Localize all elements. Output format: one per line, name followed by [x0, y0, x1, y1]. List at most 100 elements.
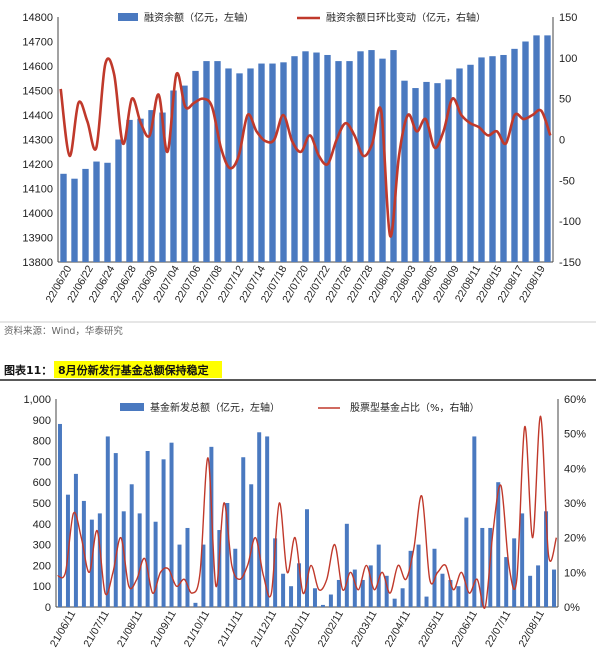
bar: [265, 436, 270, 607]
x-tick-label: 21/10/11: [182, 608, 213, 649]
bar: [489, 56, 496, 263]
left-y-tick-label: 14200: [22, 159, 53, 171]
right-y-tick-label: 50: [559, 94, 571, 106]
bar: [169, 442, 174, 607]
bar: [480, 527, 485, 607]
left-y-tick-label: 400: [33, 519, 51, 531]
left-y-tick-label: 13900: [22, 233, 53, 245]
bar: [401, 80, 408, 262]
right-y-tick-label: -150: [559, 257, 581, 269]
bar: [201, 544, 206, 607]
bar: [249, 484, 254, 607]
bar: [408, 550, 413, 607]
right-y-tick-labels: -150 -100 -50 0 50 100 150: [559, 12, 581, 269]
bar: [185, 527, 190, 607]
right-y-tick-label: 150: [559, 12, 577, 24]
legend-swatch-bar: [118, 13, 138, 21]
bar: [320, 604, 325, 607]
bar: [137, 118, 144, 262]
daily-change-line: [59, 57, 552, 238]
bar: [170, 90, 177, 262]
x-tick-label: 21/08/11: [115, 608, 146, 649]
bar: [289, 586, 294, 607]
bar: [416, 544, 421, 607]
bar: [544, 35, 551, 262]
left-y-tick-label: 14100: [22, 184, 53, 196]
bar: [392, 598, 397, 607]
x-tick-label: 22/08/11: [516, 608, 547, 649]
x-tick-label: 21/09/11: [148, 608, 179, 649]
bar: [281, 573, 286, 607]
right-y-tick-label: -50: [559, 175, 575, 187]
bar: [241, 457, 246, 607]
x-tick-label: 21/12/11: [249, 608, 280, 649]
left-y-tick-label: 100: [33, 581, 51, 593]
figure-title: 8月份新发行基金总额保持稳定: [58, 363, 209, 377]
bar: [478, 57, 485, 262]
right-y-tick-label: 10%: [564, 567, 586, 579]
left-y-tick-label: 300: [33, 540, 51, 552]
right-y-tick-label: 30%: [564, 498, 586, 510]
bar: [533, 35, 540, 262]
right-y-tick-label: -100: [559, 216, 581, 228]
bar: [93, 161, 100, 262]
margin-balance-chart: 13800 13900 14000 14100 14200 14300 14400 14500…: [22, 11, 581, 305]
bar: [500, 54, 507, 262]
bar: [148, 110, 155, 262]
bar: [126, 119, 133, 263]
bar: [313, 52, 320, 263]
bar: [368, 565, 373, 607]
left-y-tick-label: 800: [33, 436, 51, 448]
bar: [357, 51, 364, 262]
bar: [302, 51, 309, 262]
bar: [368, 50, 375, 263]
x-tick-label: 21/06/11: [48, 608, 79, 649]
bar: [71, 178, 78, 262]
bar: [137, 513, 142, 607]
bar: [390, 50, 397, 263]
bar: [352, 569, 357, 607]
margin-balance-bars: [60, 35, 551, 263]
chart-legend: 融资余额（亿元，左轴） 融资余额日环比变动（亿元，右轴）: [118, 11, 486, 24]
bar: [504, 557, 509, 607]
bar: [456, 586, 461, 607]
bar: [269, 63, 276, 262]
x-tick-labels: 21/06/11 21/07/11 21/08/11 21/09/11 21/10/11…: [48, 608, 547, 649]
bar: [236, 73, 243, 262]
left-y-tick-label: 1,000: [23, 394, 51, 406]
right-y-tick-label: 0%: [564, 602, 580, 614]
bar: [73, 473, 78, 607]
bar: [273, 538, 278, 607]
x-tick-label: 22/03/11: [349, 608, 380, 649]
bar: [464, 517, 469, 607]
left-y-tick-label: 500: [33, 498, 51, 510]
legend-label-bar: 基金新发总额（亿元，左轴）: [150, 401, 280, 414]
bar: [297, 563, 302, 607]
new-fund-issuance-chart: 0 100 200 300 400 500 600 700 800 900 1,000 0% 10% 2…: [23, 394, 586, 649]
x-tick-label: 22/04/11: [383, 608, 414, 649]
right-y-tick-label: 20%: [564, 533, 586, 545]
bar: [412, 88, 419, 262]
bar: [217, 530, 222, 607]
figure-label: 图表11：: [4, 363, 52, 377]
bar: [512, 538, 517, 607]
bar: [153, 521, 158, 607]
bar: [291, 56, 298, 263]
bar: [258, 63, 265, 262]
legend-label-line: 融资余额日环比变动（亿元，右轴）: [326, 11, 486, 24]
bar: [57, 423, 62, 607]
left-y-tick-label: 14500: [22, 86, 53, 98]
bar: [181, 85, 188, 262]
left-y-tick-label: 700: [33, 456, 51, 468]
left-y-tick-label: 14000: [22, 208, 53, 220]
bar: [496, 482, 501, 607]
bar: [161, 459, 166, 607]
equity-fund-share-line: [57, 415, 558, 609]
left-y-tick-label: 600: [33, 477, 51, 489]
bar: [105, 436, 110, 607]
left-y-tick-label: 14300: [22, 135, 53, 147]
right-y-tick-label: 60%: [564, 394, 586, 406]
bar: [440, 573, 445, 607]
left-y-tick-labels: 0 100 200 300 400 500 600 700 800 900 1,000: [23, 394, 51, 614]
legend-swatch-bar: [120, 403, 144, 411]
